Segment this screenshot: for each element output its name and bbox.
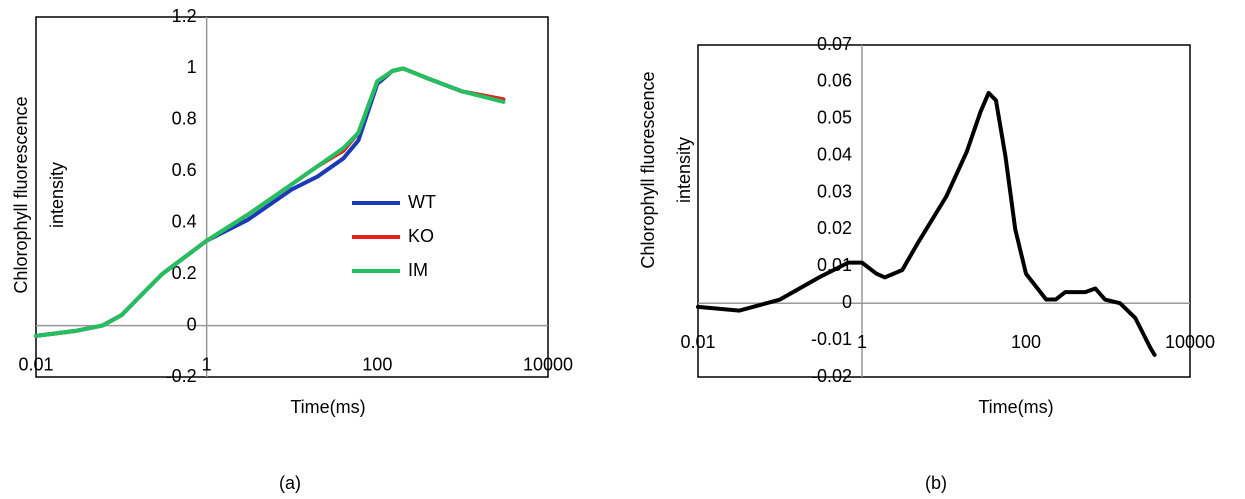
y-tick-label: 0 — [187, 314, 197, 334]
legend-label: KO — [408, 226, 434, 246]
y-tick-label: 0.6 — [172, 160, 197, 180]
x-tick-label: 10000 — [523, 354, 573, 374]
y-tick-label: 0.8 — [172, 109, 197, 129]
y-tick-label: 1.2 — [172, 6, 197, 26]
y-tick-label: -0.2 — [166, 366, 197, 386]
y-tick-label: 0.05 — [817, 108, 852, 128]
y-tick-label: 0.03 — [817, 181, 852, 201]
y-tick-label: -0.01 — [811, 329, 852, 349]
caption: (b) — [925, 473, 947, 493]
x-tick-label: 100 — [362, 354, 392, 374]
y-tick-label: 1 — [187, 57, 197, 77]
x-tick-label: 0.01 — [680, 332, 715, 352]
y-axis-title: Chlorophyll fluorescence intensity — [638, 71, 694, 269]
y-tick-label: -0.02 — [811, 366, 852, 386]
legend-label: IM — [408, 260, 428, 280]
data-line — [34, 66, 506, 338]
x-tick-label: 0.01 — [18, 354, 53, 374]
legend-label: WT — [408, 192, 436, 212]
x-tick-label: 10000 — [1165, 332, 1215, 352]
y-axis-title: Chlorophyll fluorescence intensity — [11, 96, 67, 294]
caption: (a) — [279, 473, 301, 493]
y-tick-label: 0.04 — [817, 144, 852, 164]
data-line — [696, 90, 1157, 357]
y-tick-label: 0.02 — [817, 218, 852, 238]
x-tick-label: 100 — [1011, 332, 1041, 352]
x-tick-label: 1 — [202, 354, 212, 374]
plot-border — [697, 44, 1191, 378]
y-tick-label: 0.01 — [817, 255, 852, 275]
y-tick-label: 0.07 — [817, 34, 852, 54]
y-tick-label: 0.4 — [172, 211, 197, 231]
y-tick-label: 0 — [842, 292, 852, 312]
x-axis-title: Time(ms) — [978, 397, 1053, 417]
x-axis-title: Time(ms) — [290, 397, 365, 417]
y-tick-label: 0.06 — [817, 71, 852, 91]
x-tick-label: 1 — [857, 332, 867, 352]
plot-border — [35, 16, 549, 378]
y-tick-label: 0.2 — [172, 263, 197, 283]
